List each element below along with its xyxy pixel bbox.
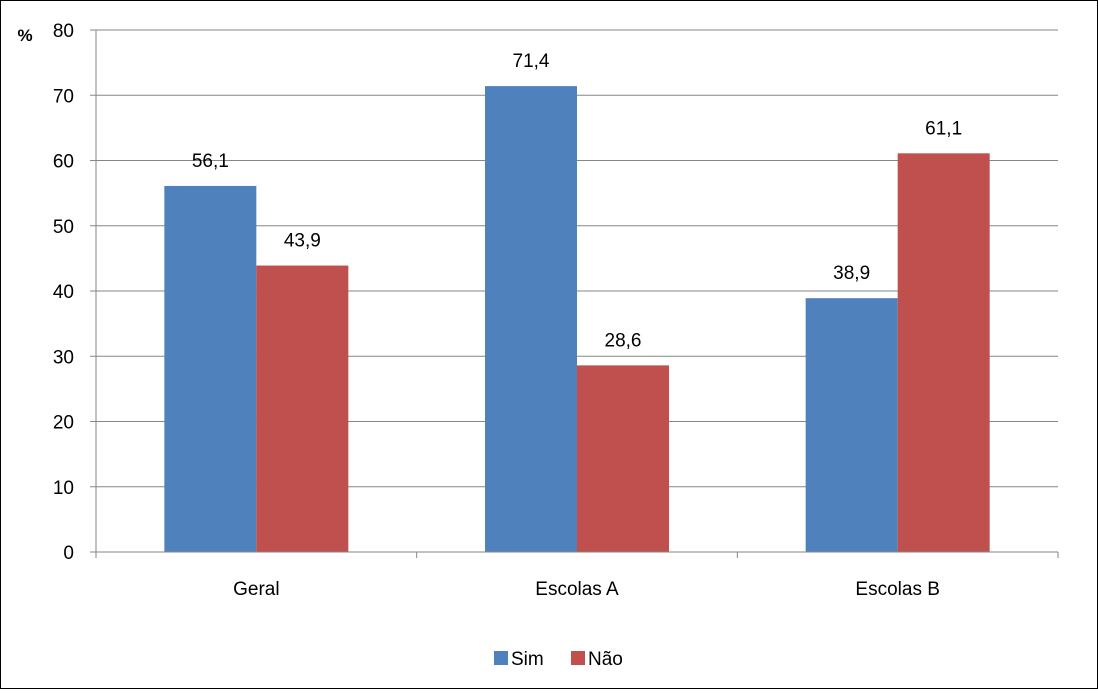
y-tick-label-40: 40 (53, 282, 74, 303)
bar-não-1 (256, 265, 349, 552)
y-tick-label-10: 10 (53, 478, 74, 499)
x-tick-label-2: Escolas A (535, 579, 619, 600)
bars (164, 86, 990, 553)
y-tick-label-0: 0 (63, 543, 74, 564)
data-label-sim-3: 38,9 (833, 263, 870, 284)
bar-sim-2 (485, 86, 577, 553)
legend: Sim Não (494, 649, 623, 670)
data-label-sim-2: 71,4 (513, 51, 550, 72)
bar-sim-3 (805, 298, 898, 552)
data-label-não-1: 43,9 (284, 231, 321, 252)
y-tick-label-50: 50 (53, 217, 74, 238)
y-tick-label-60: 60 (53, 152, 74, 173)
x-tick-label-1: Geral (233, 579, 279, 600)
data-label-não-3: 61,1 (925, 118, 962, 139)
data-label-não-2: 28,6 (605, 330, 642, 351)
labels: 56,1 43,9 Geral 71,4 28,6 Escolas A 38,9 61,1 Es… (192, 51, 962, 600)
y-tick-label-70: 70 (53, 86, 74, 107)
legend-label-sim: Sim (511, 649, 544, 670)
legend-label-não: Não (588, 649, 623, 670)
bar-sim-1 (164, 185, 257, 552)
x-tick-label-3: Escolas B (855, 579, 939, 600)
bar-não-3 (897, 153, 990, 552)
data-label-sim-1: 56,1 (192, 151, 229, 172)
y-tick-label-30: 30 (53, 347, 74, 368)
legend-swatch-não (571, 651, 585, 665)
y-axis-unit-label: % (17, 26, 32, 45)
bar-não-2 (577, 365, 669, 552)
axes: 0 10 20 30 40 50 60 70 80 (53, 21, 1059, 564)
y-tick-label-80: 80 (53, 21, 74, 42)
legend-swatch-sim (494, 651, 508, 665)
y-tick-label-20: 20 (53, 413, 74, 434)
